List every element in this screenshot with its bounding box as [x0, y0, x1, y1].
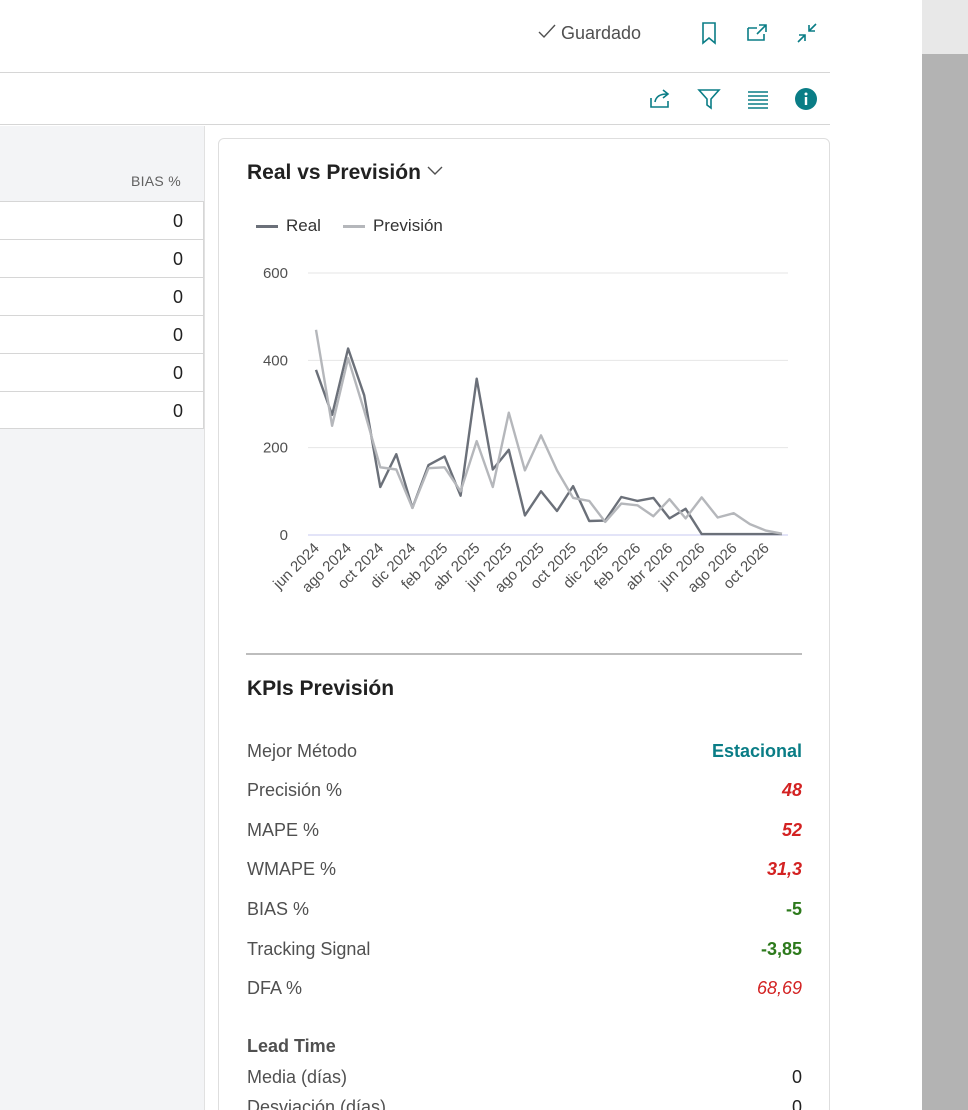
background-overlay — [922, 0, 968, 1110]
table-row[interactable]: 0 — [0, 391, 204, 429]
list-view-icon[interactable] — [745, 86, 771, 112]
table-cell-bias: 0 — [172, 249, 183, 269]
kpi-value[interactable]: 68,69 — [756, 977, 802, 998]
legend-swatch — [256, 224, 278, 228]
kpi-row-precision: Precisión % 48 — [247, 779, 802, 800]
kpi-row-dfa: DFA % 68,69 — [247, 977, 802, 998]
lead-time-title: Lead Time — [247, 1036, 336, 1056]
chart-title[interactable]: Real vs Previsión — [247, 160, 445, 186]
y-tick-label: 0 — [280, 527, 288, 544]
kpi-row-bias: BIAS % -5 — [247, 898, 802, 919]
page: Guardado BIAS % 0 0 0 0 0 — [0, 0, 830, 1110]
y-tick-label: 400 — [263, 352, 288, 369]
table-row[interactable]: 0 — [0, 201, 204, 239]
filter-icon[interactable] — [696, 86, 722, 112]
table-row[interactable]: 0 — [0, 353, 204, 391]
kpi-row-wmape: WMAPE % 31,3 — [247, 858, 802, 879]
chevron-down-icon[interactable] — [425, 160, 445, 186]
kpi-section-title: KPIs Previsión — [247, 677, 395, 700]
legend-swatch — [342, 224, 365, 228]
table-row[interactable]: 0 — [0, 239, 204, 277]
column-header-bias[interactable]: BIAS % — [130, 173, 181, 189]
kpi-value[interactable]: 48 — [781, 779, 802, 800]
action-bar — [0, 73, 830, 125]
table-cell-bias: 0 — [172, 211, 183, 231]
saved-status: Guardado — [537, 22, 641, 44]
left-pane: BIAS % 0 0 0 0 0 0 — [0, 126, 205, 1110]
series-line-previsión — [314, 329, 783, 535]
series-line-real — [314, 347, 782, 536]
table-cell-bias: 0 — [172, 325, 183, 345]
lead-time-row-deviation: Desviación (días) 0 — [247, 1097, 802, 1110]
background-overlay-top — [922, 0, 968, 54]
check-icon — [537, 21, 557, 46]
kpi-value[interactable]: 31,3 — [766, 858, 802, 879]
data-table: BIAS % 0 0 0 0 0 0 — [0, 126, 204, 429]
factbox-panel — [218, 138, 830, 1110]
table-row[interactable]: 0 — [0, 315, 204, 353]
saved-label: Guardado — [561, 22, 642, 43]
lead-time-row-mean: Media (días) 0 — [247, 1067, 802, 1087]
kpi-value[interactable]: -3,85 — [760, 938, 802, 959]
table-cell-bias: 0 — [172, 287, 183, 307]
table-cell-bias: 0 — [172, 401, 183, 421]
info-icon[interactable] — [793, 86, 819, 112]
section-divider — [246, 653, 802, 655]
legend-item-prevision[interactable]: Previsión — [342, 216, 443, 236]
kpi-value[interactable]: -5 — [785, 898, 802, 919]
table-cell-bias: 0 — [172, 363, 183, 383]
kpi-row-best-method: Mejor Método Estacional — [247, 740, 802, 761]
kpi-value[interactable]: Estacional — [711, 740, 802, 761]
y-tick-label: 600 — [263, 265, 288, 282]
chart-legend: Real Previsión — [256, 216, 443, 236]
y-tick-label: 200 — [263, 440, 288, 457]
legend-item-real[interactable]: Real — [256, 216, 321, 236]
share-icon[interactable] — [647, 86, 673, 112]
kpi-row-tracking-signal: Tracking Signal -3,85 — [247, 938, 802, 959]
table-row[interactable]: 0 — [0, 277, 204, 315]
top-bar: Guardado — [0, 0, 830, 73]
kpi-row-mape: MAPE % 52 — [247, 819, 802, 840]
collapse-icon[interactable] — [794, 20, 820, 46]
bookmark-icon[interactable] — [696, 20, 722, 46]
open-in-new-window-icon[interactable] — [744, 20, 770, 46]
kpi-value[interactable]: 52 — [781, 819, 802, 840]
